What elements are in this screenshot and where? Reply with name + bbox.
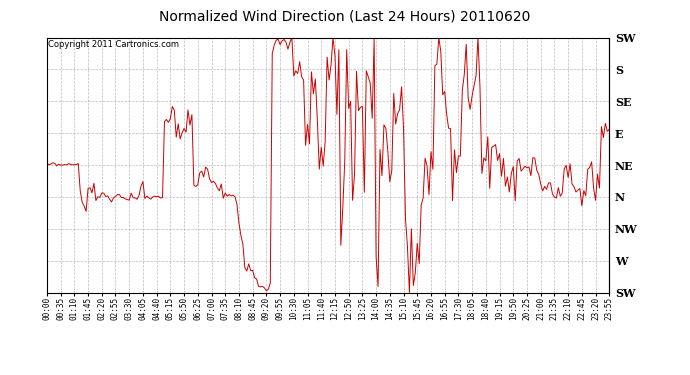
Text: Copyright 2011 Cartronics.com: Copyright 2011 Cartronics.com [48,40,179,49]
Text: Normalized Wind Direction (Last 24 Hours) 20110620: Normalized Wind Direction (Last 24 Hours… [159,9,531,23]
